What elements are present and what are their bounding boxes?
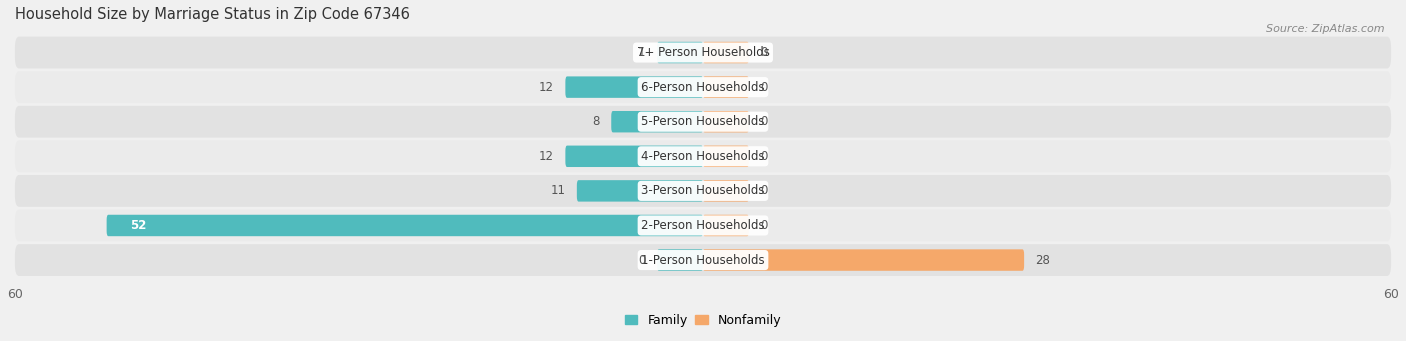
FancyBboxPatch shape	[565, 76, 703, 98]
Text: 12: 12	[538, 80, 554, 94]
Text: 7+ Person Households: 7+ Person Households	[637, 46, 769, 59]
FancyBboxPatch shape	[576, 180, 703, 202]
FancyBboxPatch shape	[15, 106, 1391, 138]
FancyBboxPatch shape	[15, 244, 1391, 276]
FancyBboxPatch shape	[15, 140, 1391, 172]
Text: 5-Person Households: 5-Person Households	[641, 115, 765, 128]
FancyBboxPatch shape	[657, 249, 703, 271]
FancyBboxPatch shape	[612, 111, 703, 132]
Text: 0: 0	[761, 115, 768, 128]
FancyBboxPatch shape	[703, 215, 749, 236]
Text: 1: 1	[638, 46, 645, 59]
Text: 1-Person Households: 1-Person Households	[641, 254, 765, 267]
Text: 2-Person Households: 2-Person Households	[641, 219, 765, 232]
Text: 52: 52	[129, 219, 146, 232]
FancyBboxPatch shape	[657, 42, 703, 63]
Text: 0: 0	[761, 184, 768, 197]
Text: 28: 28	[1036, 254, 1050, 267]
FancyBboxPatch shape	[703, 76, 749, 98]
Legend: Family, Nonfamily: Family, Nonfamily	[620, 309, 786, 332]
Text: 3-Person Households: 3-Person Households	[641, 184, 765, 197]
FancyBboxPatch shape	[15, 175, 1391, 207]
FancyBboxPatch shape	[15, 210, 1391, 241]
Text: Household Size by Marriage Status in Zip Code 67346: Household Size by Marriage Status in Zip…	[15, 7, 409, 22]
Text: 0: 0	[761, 150, 768, 163]
Text: 0: 0	[638, 254, 645, 267]
FancyBboxPatch shape	[703, 146, 749, 167]
Text: 4-Person Households: 4-Person Households	[641, 150, 765, 163]
Text: 0: 0	[761, 219, 768, 232]
Text: Source: ZipAtlas.com: Source: ZipAtlas.com	[1267, 24, 1385, 34]
Text: 12: 12	[538, 150, 554, 163]
FancyBboxPatch shape	[565, 146, 703, 167]
FancyBboxPatch shape	[703, 249, 1024, 271]
FancyBboxPatch shape	[107, 215, 703, 236]
Text: 0: 0	[761, 46, 768, 59]
FancyBboxPatch shape	[15, 71, 1391, 103]
Text: 11: 11	[550, 184, 565, 197]
FancyBboxPatch shape	[703, 180, 749, 202]
Text: 8: 8	[592, 115, 600, 128]
Text: 0: 0	[761, 80, 768, 94]
FancyBboxPatch shape	[15, 36, 1391, 69]
Text: 6-Person Households: 6-Person Households	[641, 80, 765, 94]
FancyBboxPatch shape	[703, 42, 749, 63]
FancyBboxPatch shape	[703, 111, 749, 132]
